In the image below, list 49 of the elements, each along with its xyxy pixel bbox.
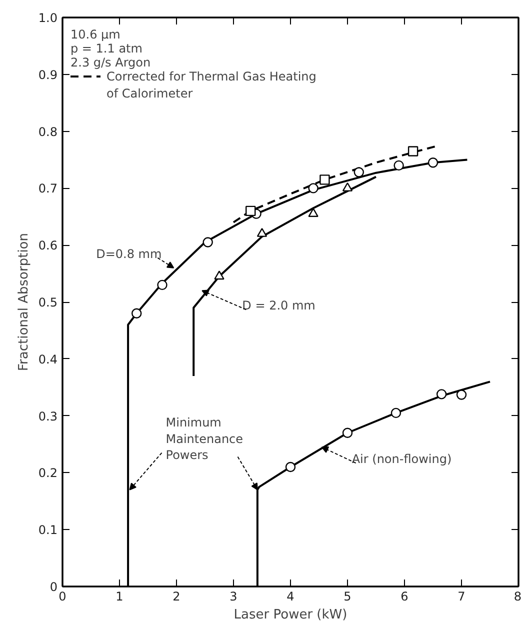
point	[342, 182, 353, 192]
point	[436, 389, 447, 400]
x-tick-label: 4	[286, 590, 294, 604]
point	[157, 280, 168, 290]
x-tick-label: 1	[116, 590, 124, 604]
point	[428, 158, 438, 168]
point	[202, 237, 213, 248]
point	[342, 428, 353, 438]
y-tick-label: 0.2	[38, 466, 58, 480]
y-tick-label: 0.7	[38, 182, 58, 196]
point	[308, 183, 318, 194]
point	[390, 408, 402, 418]
point	[394, 160, 404, 171]
y-tick-label: 0.3	[38, 409, 58, 424]
point	[256, 228, 268, 237]
y-tick-label: 1.0	[38, 11, 58, 25]
annotation: p = 1.1 atm	[70, 42, 142, 56]
point	[214, 270, 224, 280]
x-tick-label: 3	[230, 590, 238, 604]
y-tick-label: 0.6	[38, 238, 58, 253]
y-tick-label: 0.4	[38, 352, 58, 366]
y-tick-label: 0.1	[38, 523, 58, 538]
x-tick-label: 8	[514, 590, 521, 604]
x-tick-label: 7	[458, 590, 466, 604]
point	[308, 208, 318, 218]
y-tick-label: 0.9	[38, 68, 58, 82]
annotation: Minimum Maintenance Powers	[166, 416, 244, 462]
point	[132, 308, 142, 318]
x-tick-label: 0	[58, 590, 66, 604]
x-tick-label: 5	[344, 590, 352, 604]
y-tick-label: 0	[50, 580, 58, 594]
point	[246, 206, 256, 216]
y-tick-label: 0.8	[38, 124, 58, 139]
point	[456, 390, 467, 400]
point	[285, 462, 296, 472]
annotation: 2.3 g/s Argon	[70, 56, 151, 70]
annotation: D=0.8 mm	[96, 246, 162, 261]
line-series	[192, 176, 377, 377]
point	[408, 146, 418, 156]
annotation: Air (non-flowing)	[352, 452, 452, 466]
y-tick-label: 0.5	[38, 296, 58, 310]
legend-label: Corrected for Thermal Gas Heating of Calorimeter	[106, 70, 316, 100]
point	[320, 174, 330, 185]
y-axis-title: Fractional Absorption	[16, 233, 32, 371]
x-tick-label: 6	[400, 590, 408, 604]
annotation: 10.6 μm	[70, 28, 120, 42]
x-tick-label: 2	[172, 590, 180, 604]
x-axis-title: Laser Power (kW)	[234, 608, 348, 622]
point	[354, 167, 364, 178]
